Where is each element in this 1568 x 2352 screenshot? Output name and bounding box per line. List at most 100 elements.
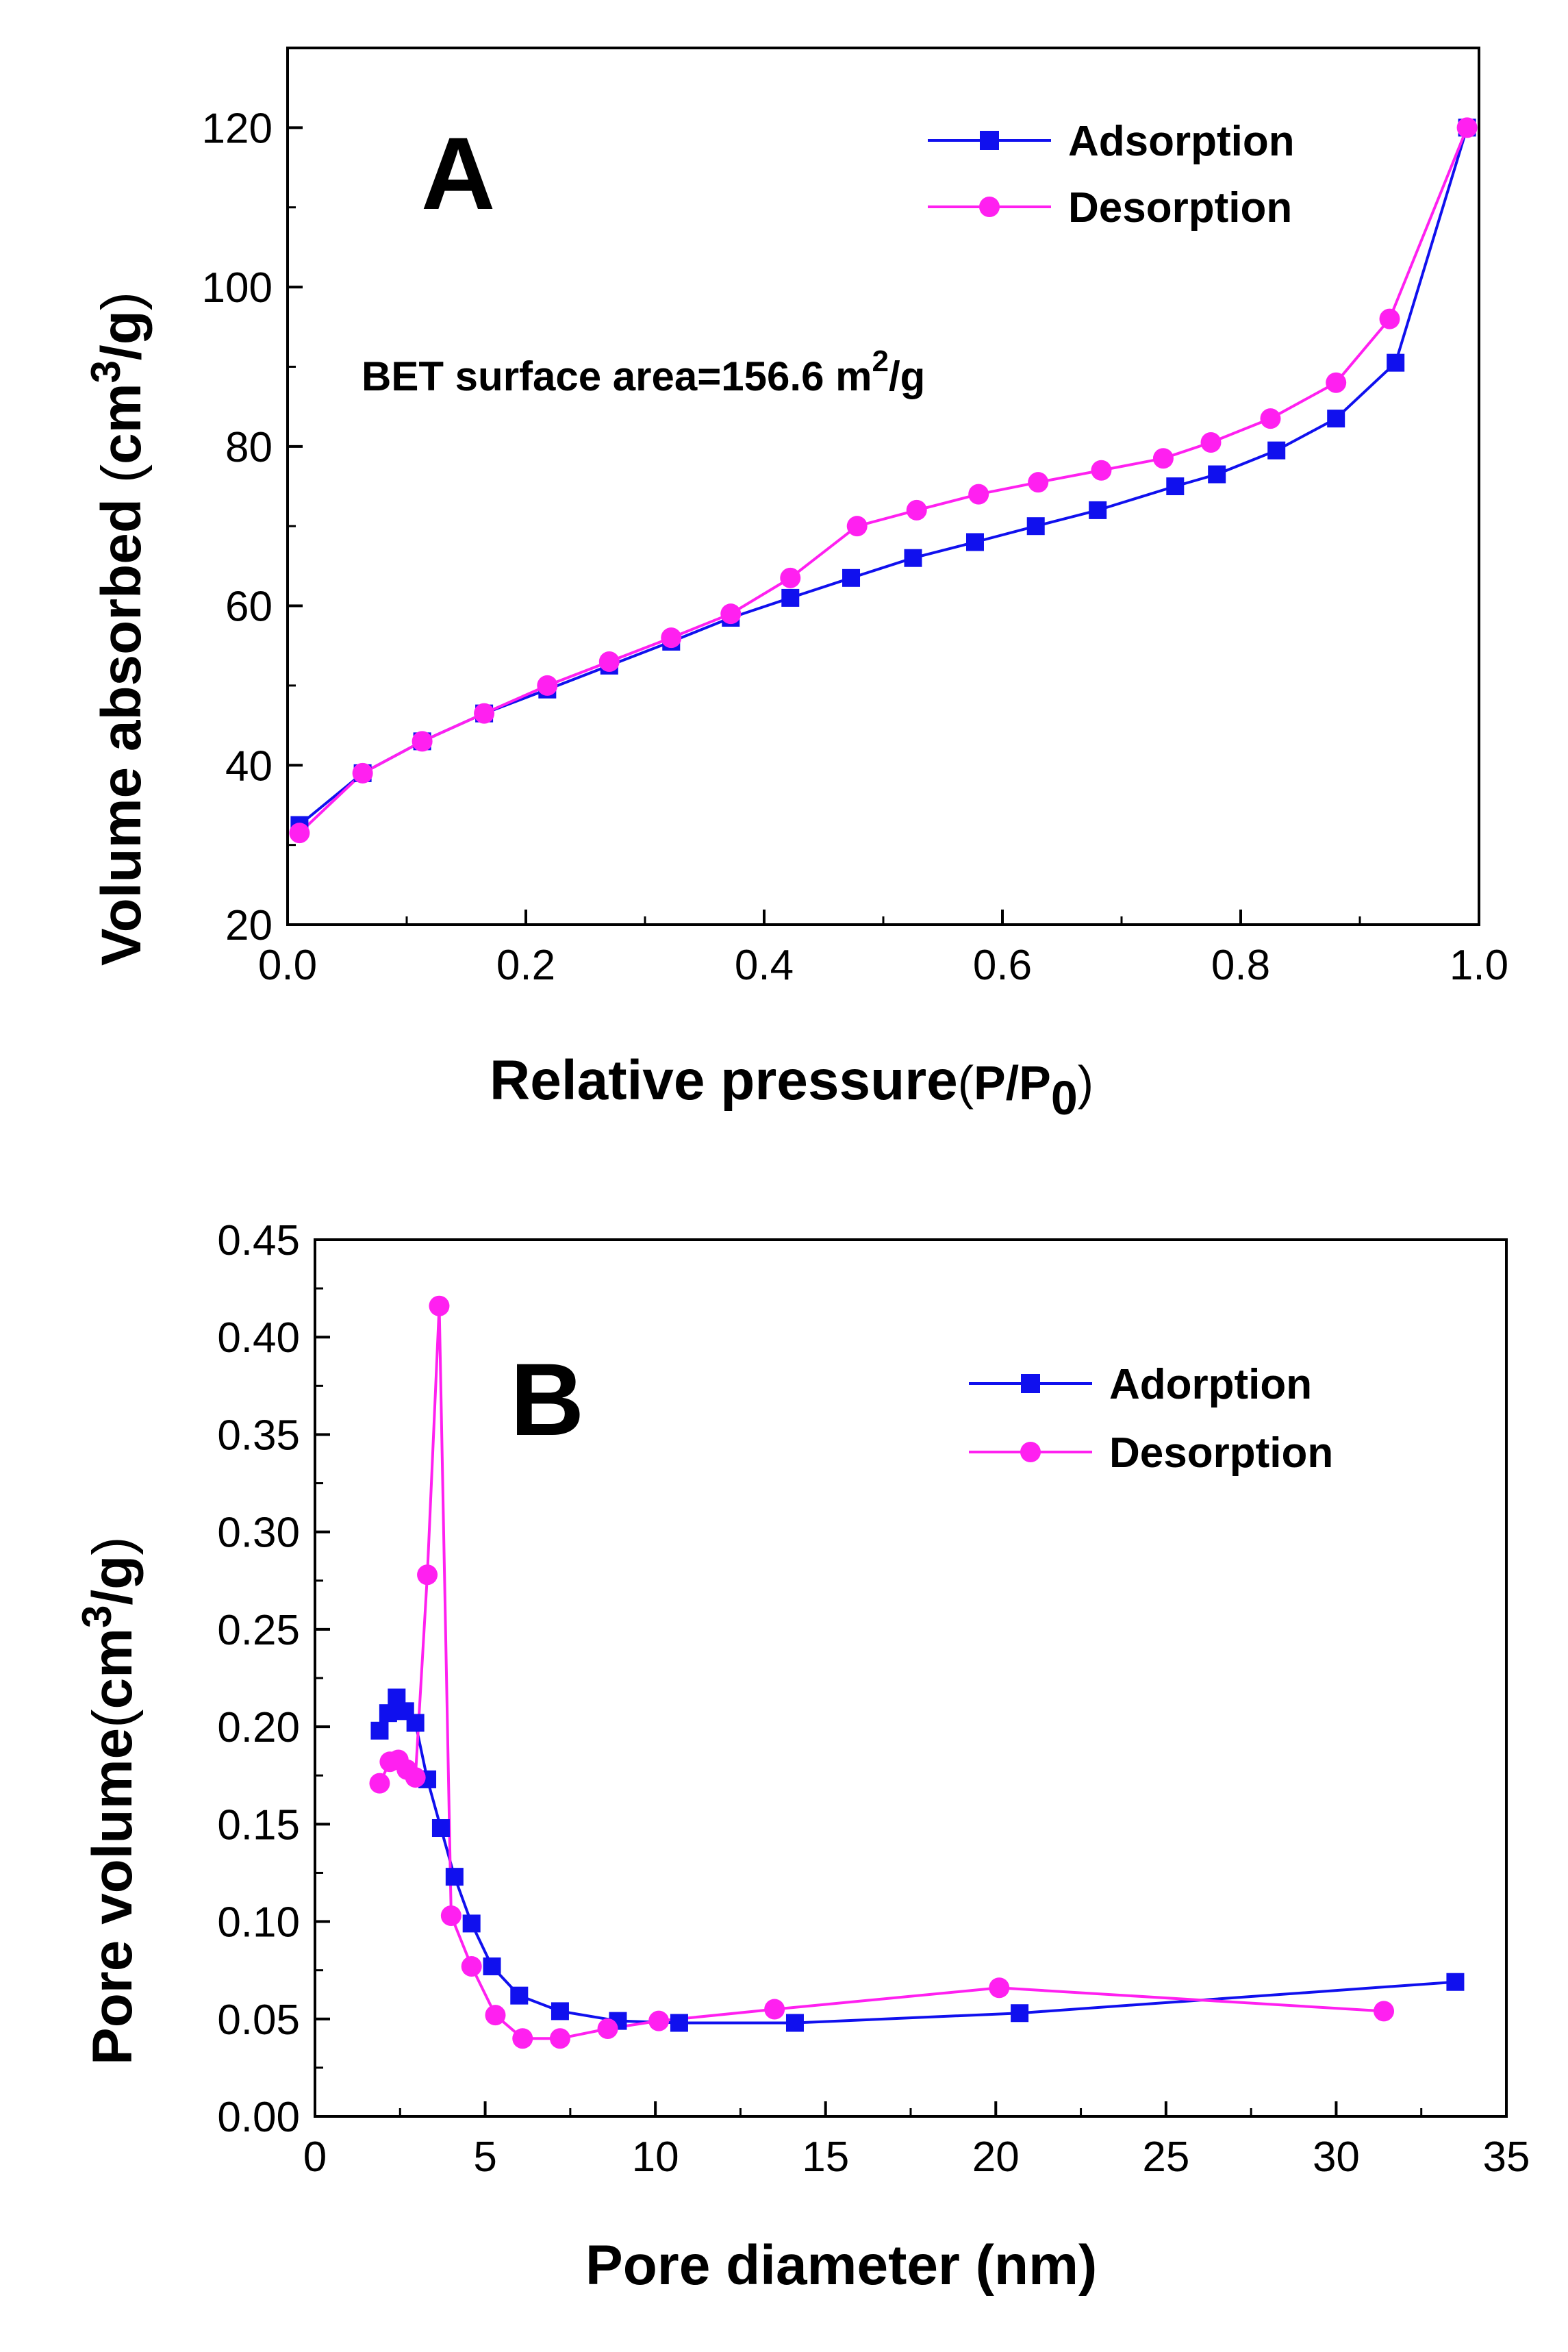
y-axis-label-a-sup: 3 (83, 360, 129, 383)
data-point-a-desorption (780, 567, 801, 588)
data-point-b-desorption (429, 1295, 450, 1316)
legend-a-adsorption-label: Adsorption (1068, 118, 1295, 165)
data-point-b-adorption (462, 1914, 481, 1933)
legend-b-adsorption-label: Adorption (1109, 1361, 1312, 1408)
data-point-a-desorption (1200, 432, 1222, 453)
data-point-a-desorption (537, 675, 558, 696)
y-axis-label-a-main: Volume absorbed (90, 483, 153, 966)
data-point-a-desorption (352, 762, 373, 784)
data-point-a-desorption (906, 499, 927, 521)
x-axis-label-a-open: ( (958, 1056, 974, 1110)
x-axis-label-a: Relative pressure(P/P0) (490, 1049, 1093, 1125)
data-point-b-adorption (1011, 2004, 1029, 2023)
data-point-b-desorption (440, 1905, 461, 1927)
data-point-a-adsorption (1387, 353, 1405, 372)
data-point-a-desorption (1326, 372, 1347, 393)
data-point-b-adorption (670, 2014, 688, 2032)
axis-ticks-b: 0 5 10 15 20 25 30 35 0.00 0.05 0.10 0.15 0.20 0.25 0.… (217, 1217, 1530, 2181)
data-point-b-adorption (445, 1868, 464, 1886)
x-tick-label-b: 25 (1142, 2134, 1189, 2181)
bet-annotation-suffix: /g (889, 353, 925, 399)
y-axis-label-a-close: ) (90, 292, 153, 310)
data-point-a-desorption (846, 516, 868, 537)
data-point-a-desorption (1260, 408, 1281, 429)
data-point-b-adorption (406, 1714, 425, 1732)
x-tick-label-b: 35 (1483, 2134, 1530, 2181)
y-axis-label-b-close: ) (81, 1536, 144, 1555)
series-line-b-adorption (378, 1696, 1456, 2025)
series-line-a-desorption (299, 127, 1469, 834)
data-point-a-adsorption (1089, 501, 1107, 519)
data-point-a-adsorption (842, 568, 861, 587)
y-tick-label-b: 0.30 (217, 1510, 300, 1557)
plot-frame-b (314, 1238, 1508, 2118)
x-tick-label-a: 0.6 (973, 942, 1032, 989)
legend-a-desorption-marker (979, 197, 1000, 217)
x-axis-label-b: Pore diameter (nm) (585, 2234, 1097, 2297)
y-tick-label-a: 60 (225, 584, 273, 631)
data-point-a-desorption (598, 651, 620, 672)
x-axis-label-a-close: ) (1078, 1056, 1093, 1110)
panel-label-b: B (510, 1342, 584, 1457)
data-point-b-desorption (764, 1999, 785, 2020)
y-axis-label-b-open: ( (81, 1710, 144, 1728)
y-tick-label-a: 40 (225, 742, 273, 790)
data-point-a-desorption (661, 627, 682, 649)
bet-annotation-main: BET surface area=156.6 m (362, 353, 872, 399)
data-point-a-adsorption (1327, 410, 1345, 428)
y-tick-label-b: 0.00 (217, 2094, 300, 2141)
legend-b-desorption-marker (1020, 1442, 1041, 1462)
y-tick-label-b: 0.05 (217, 1997, 300, 2044)
legend-b-adsorption-marker (1021, 1374, 1040, 1393)
y-tick-label-b: 0.25 (217, 1607, 300, 1654)
data-point-a-desorption (968, 484, 989, 505)
data-point-a-desorption (474, 703, 495, 724)
data-point-b-desorption (461, 1955, 482, 1977)
x-tick-label-b: 5 (473, 2134, 496, 2181)
y-tick-label-a: 80 (225, 424, 273, 471)
chart-b: 0 5 10 15 20 25 30 35 0.00 0.05 0.10 0.15 0.20 0.25 0.… (74, 1217, 1530, 2297)
data-point-a-desorption (720, 603, 742, 625)
bet-annotation-sup: 2 (872, 345, 888, 378)
y-axis-label-a-open: ( (90, 464, 153, 483)
data-point-b-adorption (1446, 1973, 1465, 1991)
data-point-a-adsorption (1026, 517, 1045, 536)
x-tick-label-b: 20 (972, 2134, 1020, 2181)
data-point-b-desorption (405, 1767, 426, 1788)
x-axis-label-a-main: Relative pressure (490, 1049, 958, 1112)
data-point-a-adsorption (1267, 441, 1286, 460)
data-point-a-desorption (1091, 460, 1112, 481)
data-point-b-adorption (370, 1721, 389, 1740)
data-point-a-desorption (289, 823, 310, 844)
data-point-b-adorption (510, 1986, 529, 2005)
data-point-b-desorption (485, 2005, 506, 2026)
y-tick-label-a: 100 (202, 264, 273, 312)
x-tick-label-a: 0.0 (258, 942, 317, 989)
data-point-b-adorption (551, 2002, 569, 2021)
data-marks-a (289, 117, 1478, 844)
data-point-b-adorption (483, 1957, 501, 1975)
data-point-b-desorption (648, 2010, 670, 2031)
y-tick-label-b: 0.20 (217, 1704, 300, 1751)
legend-b-desorption-label: Desorption (1109, 1429, 1333, 1477)
x-tick-label-b: 0 (303, 2134, 327, 2181)
x-axis-label-a-sub: 0 (1051, 1071, 1078, 1125)
data-point-b-desorption (1374, 2001, 1395, 2022)
y-axis-label-a: Volume absorbed (cm3/g) (83, 292, 153, 966)
y-axis-label-b: Pore volume(cm3/g) (74, 1536, 144, 2065)
data-point-b-desorption (597, 2018, 618, 2039)
legend-a-adsorption-marker (980, 131, 999, 150)
y-tick-label-a: 120 (202, 105, 273, 152)
y-tick-label-b: 0.10 (217, 1899, 300, 1947)
legend-b: Adorption Desorption (969, 1361, 1333, 1477)
data-point-a-adsorption (1208, 465, 1226, 484)
data-point-b-adorption (785, 2014, 804, 2032)
data-point-a-adsorption (965, 533, 984, 551)
legend-a-desorption-label: Desorption (1068, 184, 1292, 232)
data-point-a-adsorption (781, 588, 800, 607)
y-axis-label-b-unit: cm (81, 1628, 144, 1710)
data-point-b-desorption (512, 2028, 533, 2049)
axis-ticks-a: 0.0 0.2 0.4 0.6 0.8 1.0 20 40 60 80 100 120 (202, 105, 1509, 989)
y-tick-label-b: 0.15 (217, 1801, 300, 1849)
